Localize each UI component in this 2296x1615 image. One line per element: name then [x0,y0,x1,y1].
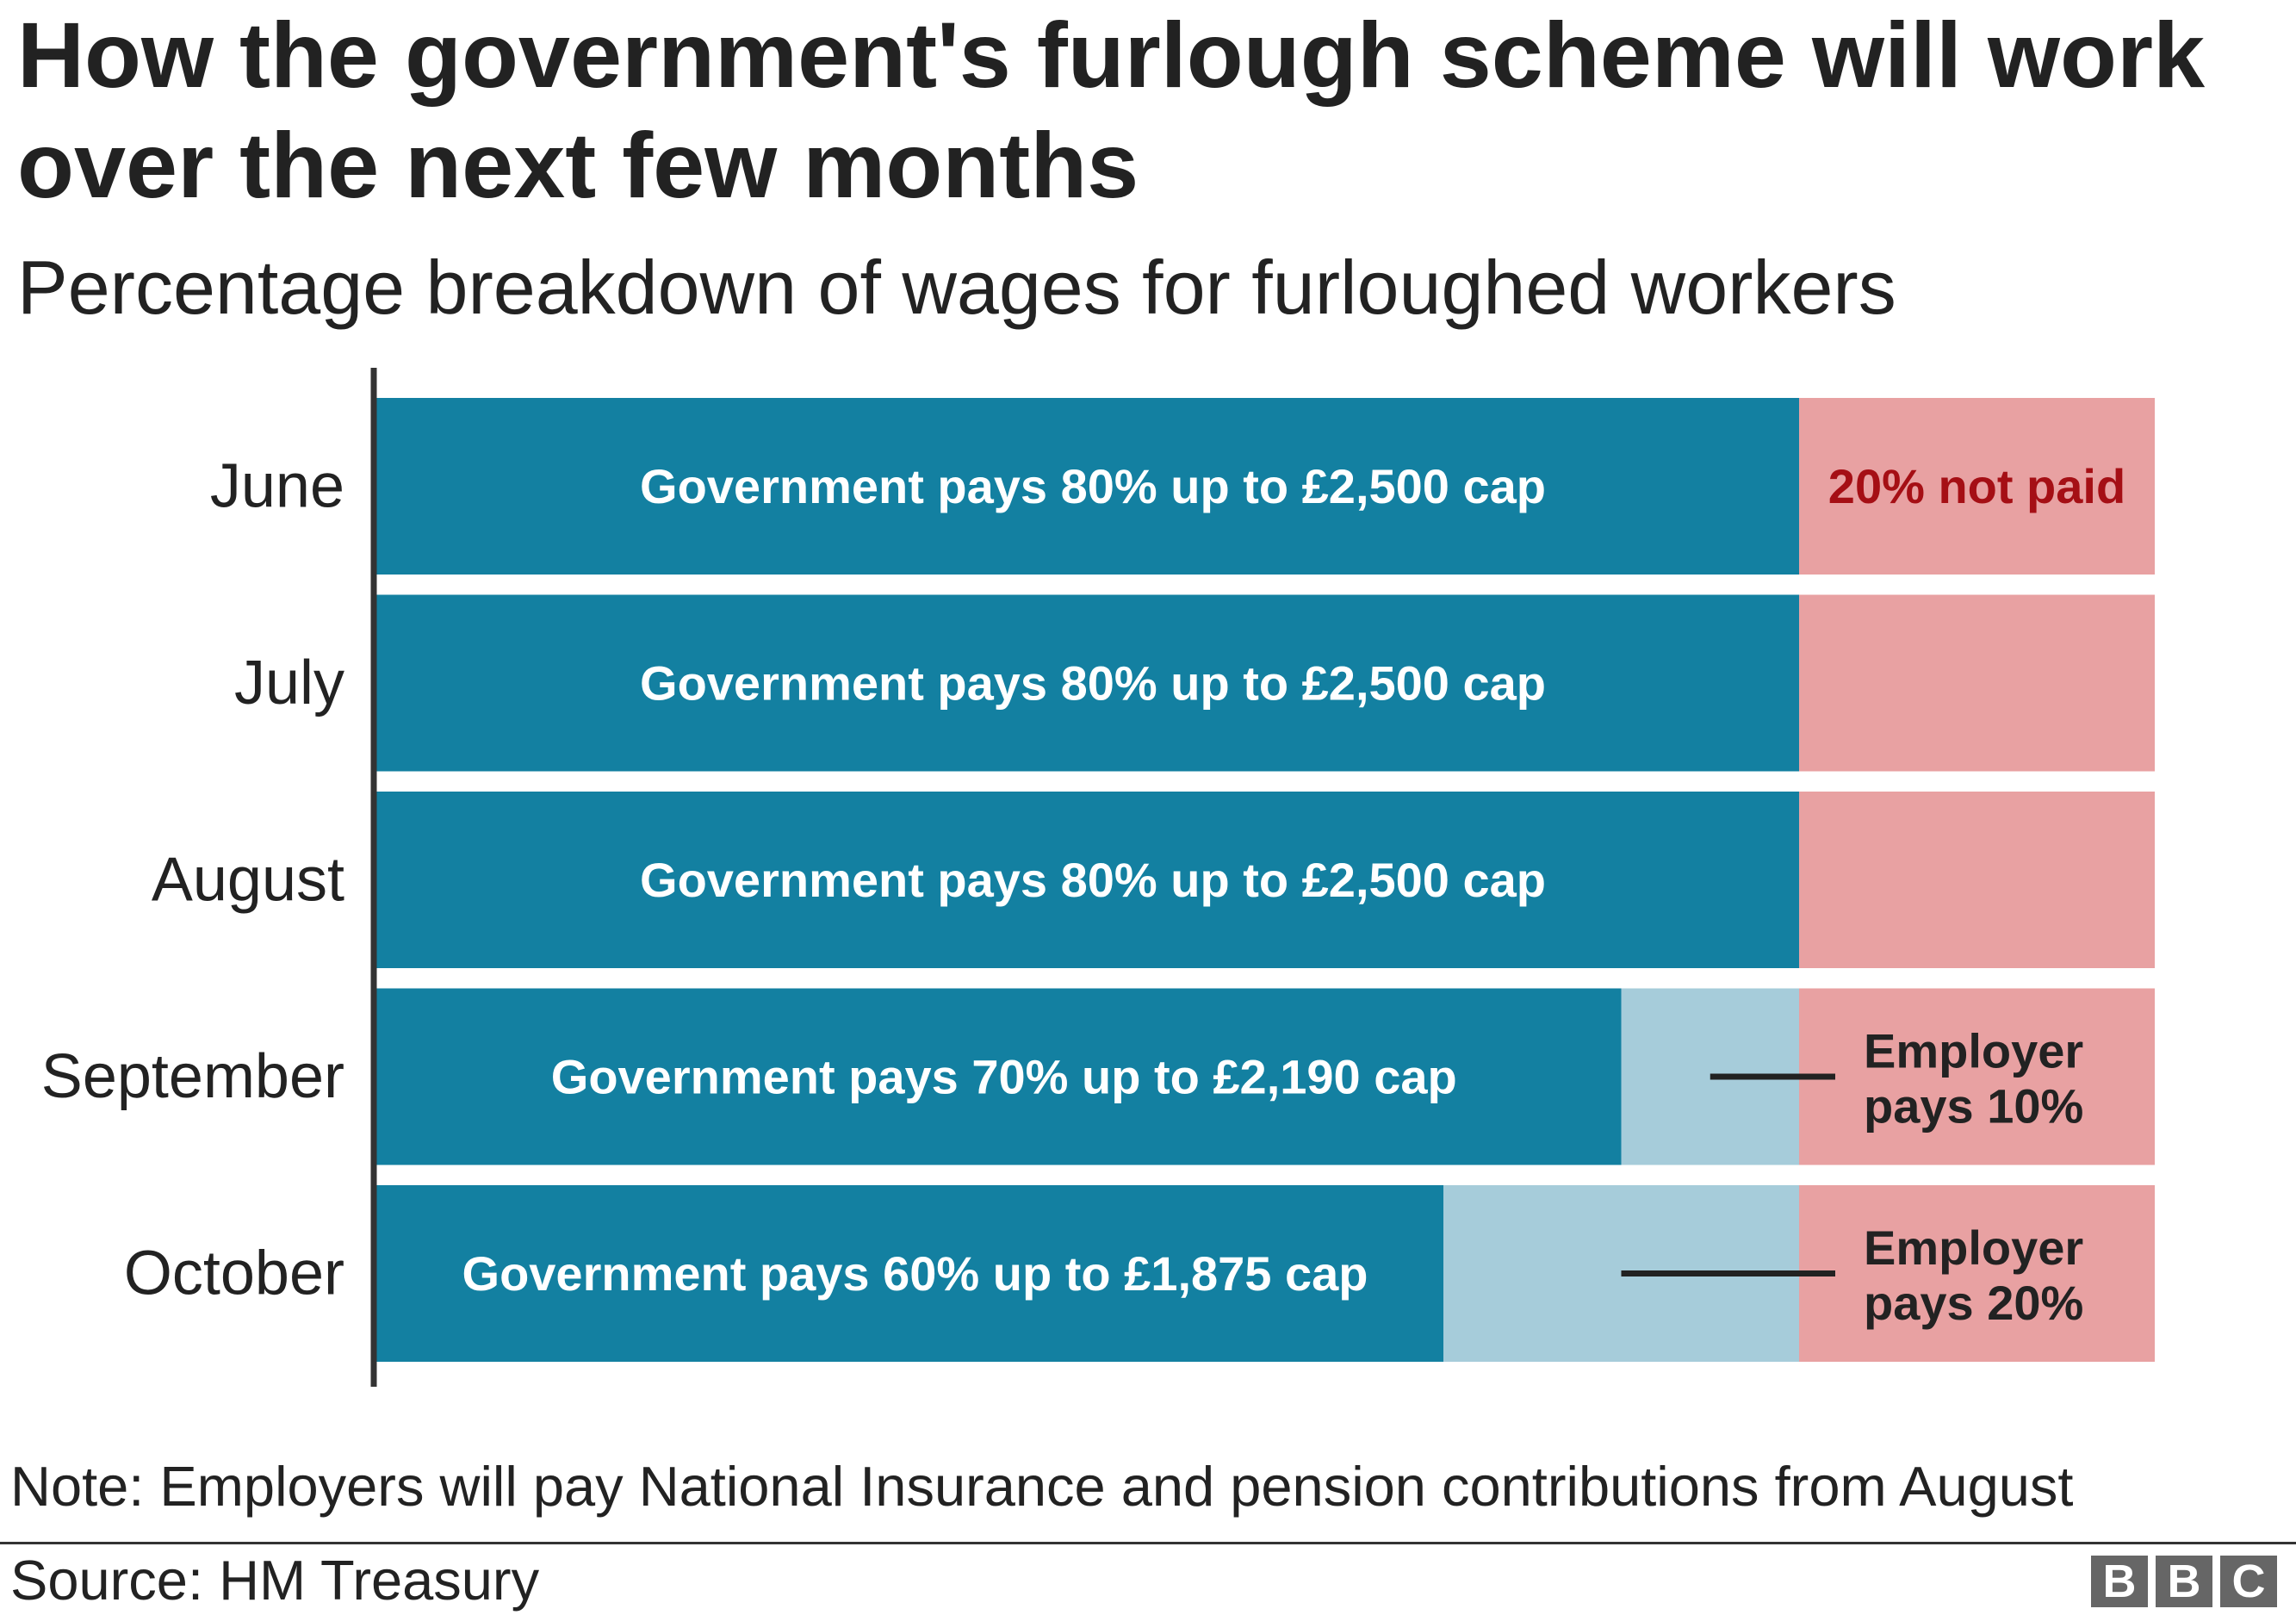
chart-subtitle: Percentage breakdown of wages for furlou… [17,245,1896,330]
government-data-label: Government pays 70% up to £2,190 cap [551,1050,1457,1104]
category-label: October [124,1239,344,1308]
not_paid-bar-segment [1799,1185,2155,1362]
category-label: August [152,846,344,915]
category-label: June [210,452,344,521]
category-label: July [234,649,344,717]
bbc-logo: B B C [2091,1556,2277,1607]
employer-data-label: Employer [1864,1221,2083,1275]
not-paid-data-label: 20% not paid [1828,459,2125,513]
bbc-logo-block: B [2156,1556,2212,1607]
government-bar-segment [376,988,1622,1165]
bbc-logo-block: C [2220,1556,2277,1607]
bbc-logo-block: B [2091,1556,2148,1607]
furlough-bar-chart: June Government pays 80% up to £2,500 cap… [41,368,2155,1387]
government-bar-segment [376,792,1799,968]
chart-title: How the government's furlough scheme wil… [17,3,2206,217]
government-bar-segment [376,1185,1443,1362]
government-data-label: Government pays 80% up to £2,500 cap [640,459,1546,513]
footer-divider [0,1542,2296,1544]
not_paid-bar-segment [1799,988,2155,1165]
employer-data-label: pays 20% [1864,1276,2083,1330]
government-bar-segment [376,398,1799,575]
government-data-label: Government pays 80% up to £2,500 cap [640,656,1546,711]
not_paid-bar-segment [1799,398,2155,575]
chart-source: Source: HM Treasury [10,1549,540,1612]
government-data-label: Government pays 80% up to £2,500 cap [640,853,1546,907]
government-data-label: Government pays 60% up to £1,875 cap [462,1246,1368,1301]
employer-data-label: pays 10% [1864,1079,2083,1134]
chart-note: Note: Employers will pay National Insura… [10,1455,2074,1518]
not_paid-bar-segment [1799,594,2155,772]
not_paid-bar-segment [1799,792,2155,968]
government-bar-segment [376,594,1799,772]
employer-data-label: Employer [1864,1024,2083,1078]
category-label: September [41,1042,344,1111]
